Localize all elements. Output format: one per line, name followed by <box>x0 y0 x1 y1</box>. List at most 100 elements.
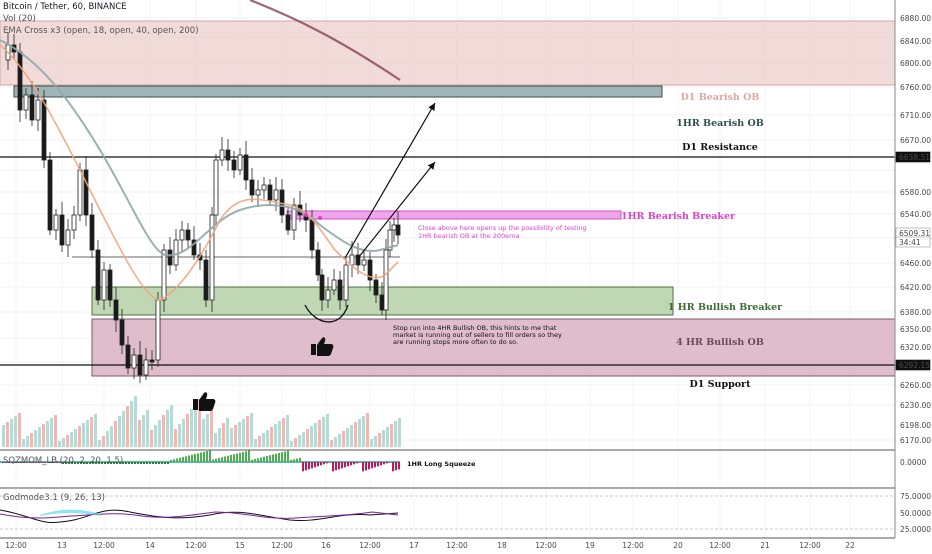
volume-bar <box>234 425 237 447</box>
squeeze-bar <box>272 455 274 463</box>
candle-body <box>392 225 396 230</box>
volume-bar <box>122 411 125 447</box>
squeeze-bar <box>332 462 334 471</box>
time-tick-label: 16 <box>321 541 331 550</box>
squeeze-bar <box>206 451 208 462</box>
volume-bar <box>350 425 353 447</box>
volume-bar <box>162 415 165 447</box>
note-bottom-line-3: are running stops more often to do so. <box>393 338 518 346</box>
volume-bar <box>250 413 253 447</box>
squeeze-bar <box>377 462 379 466</box>
volume-bar <box>90 417 93 447</box>
price-tick-label: 6170.00 <box>900 436 931 445</box>
volume-bar <box>170 405 173 447</box>
squeeze-bar <box>365 462 367 470</box>
level-label-d1-support: D1 Support <box>690 379 752 390</box>
squeeze-bar <box>302 462 304 471</box>
squeeze-bar <box>200 453 202 463</box>
volume-bar <box>286 415 289 447</box>
candle-body <box>220 150 224 160</box>
volume-bar <box>78 426 81 447</box>
volume-bar <box>222 423 225 447</box>
candle-body <box>380 295 384 310</box>
candle-body <box>244 155 248 180</box>
volume-bar <box>366 413 369 447</box>
volume-bar <box>342 431 345 447</box>
ema-study-label[interactable]: EMA Cross x3 (open, 18, open, 40, open, … <box>3 26 199 36</box>
volume-bar <box>142 415 145 447</box>
squeeze-bar <box>383 462 385 464</box>
squeeze-bar <box>140 462 142 464</box>
squeeze-bar <box>131 462 133 464</box>
volume-bar <box>314 423 317 447</box>
squeeze-bar <box>314 462 316 467</box>
volume-bar <box>214 433 217 447</box>
volume-study-label[interactable]: Vol (20) <box>3 14 36 24</box>
volume-bar <box>182 419 185 447</box>
price-tick-label: 6670.00 <box>900 136 931 145</box>
volume-bar <box>290 441 293 447</box>
time-tick-label: 13 <box>57 541 67 550</box>
candle-body <box>138 355 142 375</box>
price-tick-label: 6260.00 <box>900 381 931 390</box>
price-tick-label: 6840.00 <box>900 37 931 46</box>
volume-bar <box>262 433 265 447</box>
volume-bar <box>70 432 73 447</box>
squeeze-bar <box>371 462 373 468</box>
candle-body <box>72 215 76 230</box>
godmode-study-label[interactable]: Godmode3.1 (9, 26, 13) <box>3 493 105 503</box>
candle-body <box>268 185 272 200</box>
candle-body <box>186 230 190 240</box>
volume-bar <box>54 415 57 447</box>
candle-body <box>274 190 278 200</box>
squeeze-bar <box>191 455 193 462</box>
symbol-title: Bitcoin / Tether, 60, BINANCE <box>3 2 127 12</box>
time-tick-label: 12:00 <box>5 541 27 550</box>
squeeze-bar <box>323 462 325 464</box>
note-top-line-2: 1HR bearish OB at the 200ema <box>418 232 519 240</box>
volume-bar <box>354 422 357 447</box>
squeeze-bar <box>296 459 298 463</box>
volume-bar <box>178 424 181 447</box>
squeeze-bar <box>242 452 244 462</box>
squeeze-study-label[interactable]: SQZMOM_LB (20, 2, 20, 1.5) <box>3 456 123 466</box>
volume-bar <box>2 425 5 447</box>
squeeze-bar <box>290 460 292 462</box>
volume-bar <box>298 435 301 447</box>
squeeze-bar <box>356 462 358 463</box>
price-tick-label: 6420.00 <box>900 283 931 292</box>
volume-bar <box>46 421 49 447</box>
squeeze-bar <box>266 456 268 462</box>
candle-body <box>310 220 314 250</box>
volume-bar <box>158 420 161 447</box>
time-tick-label: 12:00 <box>93 541 115 550</box>
candle-body <box>320 275 324 300</box>
volume-bar <box>398 418 401 447</box>
squeeze-bar <box>398 462 400 469</box>
candle-body <box>144 360 148 375</box>
godmode-axis-label: 50.0000 <box>900 509 931 518</box>
volume-bar <box>34 430 37 447</box>
squeeze-bar <box>227 456 229 462</box>
zone-1hr-bearish-breaker <box>287 211 621 219</box>
candle-body <box>66 230 70 245</box>
squeeze-bar <box>395 462 397 470</box>
candle-body <box>108 270 112 300</box>
squeeze-bar <box>284 452 286 463</box>
time-tick-label: 12:00 <box>446 541 468 550</box>
squeeze-bar <box>176 459 178 463</box>
volume-bar <box>74 429 77 447</box>
zone-label-4hr-bullish-ob: 4 HR Bullish OB <box>676 337 764 348</box>
time-tick-label: 12:00 <box>622 541 644 550</box>
volume-bar <box>218 428 221 447</box>
squeeze-bar <box>326 462 328 463</box>
squeeze-bar <box>221 457 223 462</box>
squeeze-bar <box>380 462 382 465</box>
candle-body <box>262 185 266 190</box>
squeeze-bar <box>167 462 169 464</box>
candle-body <box>250 180 254 195</box>
squeeze-bar <box>203 452 205 462</box>
